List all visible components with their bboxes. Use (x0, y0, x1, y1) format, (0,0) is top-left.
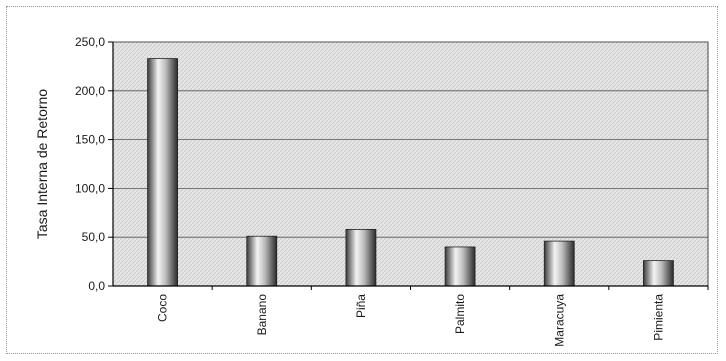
x-tick-label: Piña (354, 294, 368, 318)
bars (147, 58, 674, 287)
bar-pimienta (643, 260, 674, 287)
plot-area (112, 41, 709, 287)
x-tick-labels: Coco Banano Piña Palmito Maracuya Pimienta (156, 294, 666, 347)
gridlines (113, 41, 708, 238)
x-tick-label: Maracuya (552, 294, 566, 347)
x-tick-label: Pimienta (651, 294, 665, 341)
y-tick-label: 200,0 (75, 84, 105, 98)
x-tick-label: Palmito (453, 294, 467, 334)
y-tick-label: 50,0 (82, 230, 106, 244)
y-tick-label: 250,0 (75, 35, 105, 49)
axes (108, 41, 709, 290)
x-tick-label: Coco (156, 294, 170, 322)
bar-maracuya (543, 240, 575, 287)
bar-pi-a (345, 228, 377, 287)
x-tick-label: Banano (255, 294, 269, 336)
bar-banano (246, 235, 278, 287)
bar-coco (147, 58, 178, 287)
bar-palmito (444, 246, 476, 287)
y-tick-labels: 0,0 50,0 100,0 150,0 200,0 250,0 (75, 35, 105, 293)
y-tick-label: 100,0 (75, 181, 105, 195)
y-axis-title: Tasa Interna de Retorno (34, 89, 50, 239)
y-tick-label: 150,0 (75, 133, 105, 147)
chart-frame (6, 6, 718, 354)
y-tick-label: 0,0 (88, 279, 105, 293)
